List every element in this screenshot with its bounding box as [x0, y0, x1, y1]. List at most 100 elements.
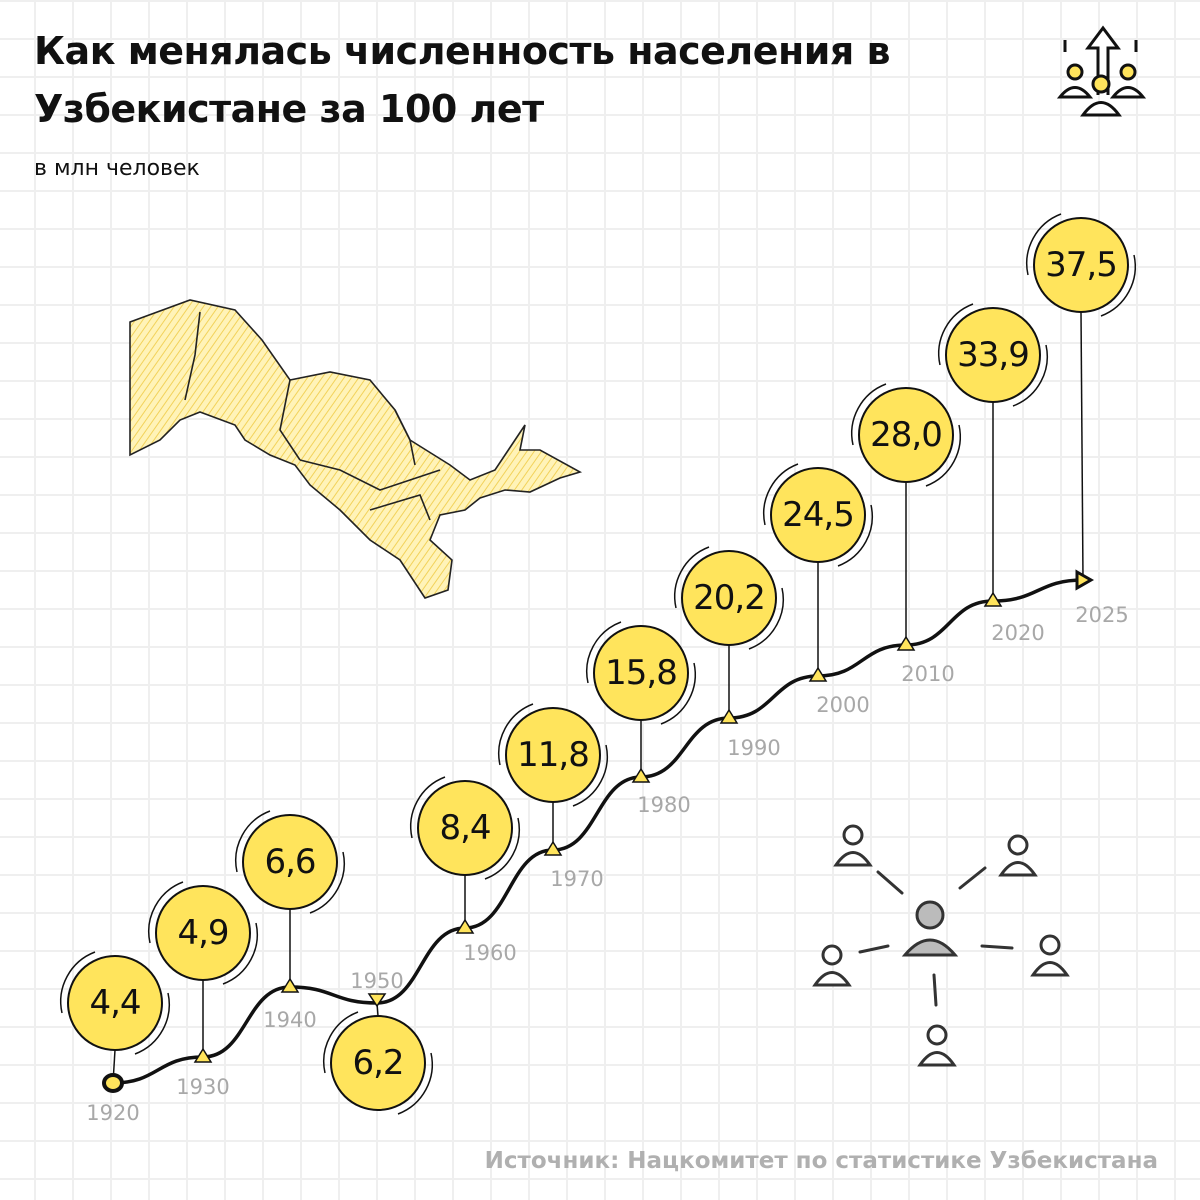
sketch-arc: [763, 463, 799, 526]
data-point-1960: 8,4 1960: [410, 776, 520, 965]
sketch-arc: [674, 546, 710, 609]
point-marker: [367, 993, 387, 1008]
value-label: 4,9: [177, 913, 228, 953]
person-body: [1030, 961, 1070, 977]
point-marker: [808, 666, 828, 682]
year-label: 1990: [727, 736, 780, 760]
value-bubble: [242, 814, 338, 910]
data-point-1950: 6,2 1950: [323, 969, 433, 1115]
sketch-arc: [410, 776, 446, 839]
data-point-1990: 20,2 1990: [674, 546, 784, 760]
title-line-2: Узбекистане за 100 лет: [34, 87, 544, 131]
data-point-1980: 15,8 1980: [586, 621, 696, 817]
person-body: [833, 851, 873, 867]
value-bubble: [417, 780, 513, 876]
year-label: 1950: [350, 969, 403, 993]
start-marker: [102, 1073, 124, 1093]
value-label: 8,4: [439, 808, 490, 848]
sketch-arc: [323, 1011, 359, 1074]
sketch-arc: [851, 383, 887, 446]
year-label: 1920: [86, 1101, 139, 1125]
year-label: 2025: [1075, 603, 1128, 627]
sketch-arc: [1100, 254, 1136, 317]
value-label: 20,2: [693, 578, 765, 618]
point-marker: [896, 635, 916, 651]
point-marker: [455, 918, 475, 934]
year-label: 1970: [550, 867, 603, 891]
sketch-arc: [222, 922, 258, 985]
value-label: 6,2: [352, 1043, 403, 1083]
value-bubble: [155, 885, 251, 981]
person-icon: [821, 944, 843, 966]
sketch-arc: [1026, 213, 1062, 276]
population-growth-icon: [1056, 25, 1147, 117]
value-bubble: [1033, 217, 1129, 313]
value-label: 15,8: [605, 653, 677, 693]
sketch-arc: [748, 587, 784, 650]
title-line-1: Как менялась численность населения в: [34, 29, 891, 73]
uzbekistan-map: [129, 299, 583, 599]
value-bubble: [67, 955, 163, 1051]
value-label: 33,9: [957, 335, 1029, 375]
value-bubble: [770, 467, 866, 563]
sketch-arc: [484, 817, 520, 880]
data-point-1920: 4,4 1920: [60, 951, 170, 1125]
year-label: 2020: [991, 621, 1044, 645]
data-point-1940: 6,6 1940: [235, 810, 345, 1032]
value-label: 4,4: [89, 983, 140, 1023]
person-icon: [1007, 834, 1029, 856]
value-bubble: [945, 307, 1041, 403]
point-marker: [983, 591, 1003, 607]
sketch-arc: [309, 851, 345, 914]
value-label: 24,5: [782, 495, 854, 535]
data-point-1930: 4,9 1930: [148, 881, 258, 1099]
sketch-arc: [498, 703, 534, 766]
data-point-1970: 11,8 1970: [498, 703, 608, 891]
person-body: [812, 971, 852, 987]
point-marker: [719, 708, 739, 724]
year-label: 1980: [637, 793, 690, 817]
data-point-2025: 37,5 2025: [1026, 213, 1136, 627]
sketch-arc: [572, 744, 608, 807]
sketch-arc: [837, 504, 873, 567]
year-label: 2010: [901, 662, 954, 686]
data-point-2000: 24,5 2000: [763, 463, 873, 717]
person-icon: [926, 1024, 948, 1046]
leader-line: [1080, 311, 1084, 581]
point-marker: [280, 977, 300, 993]
value-label: 11,8: [517, 735, 589, 775]
value-bubble: [330, 1015, 426, 1111]
sketch-arc: [235, 810, 271, 873]
end-arrow-marker: [1075, 569, 1095, 591]
year-label: 1930: [176, 1075, 229, 1099]
sketch-arc: [925, 424, 961, 487]
person-icon: [842, 824, 864, 846]
person-icon: [1039, 934, 1061, 956]
value-label: 6,6: [264, 842, 315, 882]
point-marker: [193, 1047, 213, 1063]
value-label: 37,5: [1045, 245, 1117, 285]
sketch-arc: [134, 992, 170, 1055]
data-point-2020: 33,9 2020: [938, 303, 1048, 645]
sketch-arc: [938, 303, 974, 366]
source-note: Источник: Нацкомитет по статистике Узбек…: [484, 1148, 1158, 1174]
point-marker: [543, 840, 563, 856]
value-bubble: [681, 550, 777, 646]
sketch-arc: [148, 881, 184, 944]
subtitle: в млн человек: [34, 156, 200, 181]
point-marker: [631, 767, 651, 783]
sketch-arc: [60, 951, 96, 1014]
person-body: [917, 1051, 957, 1067]
year-label: 1940: [263, 1008, 316, 1032]
sketch-arc: [397, 1052, 433, 1115]
people-network-icon: [812, 824, 1070, 1067]
year-label: 1960: [463, 941, 516, 965]
sketch-arc: [1012, 344, 1048, 407]
value-bubble: [858, 387, 954, 483]
person-body: [998, 861, 1038, 877]
year-label: 2000: [816, 693, 869, 717]
data-point-2010: 28,0 2010: [851, 383, 961, 686]
value-bubble: [505, 707, 601, 803]
sketch-arc: [586, 621, 622, 684]
